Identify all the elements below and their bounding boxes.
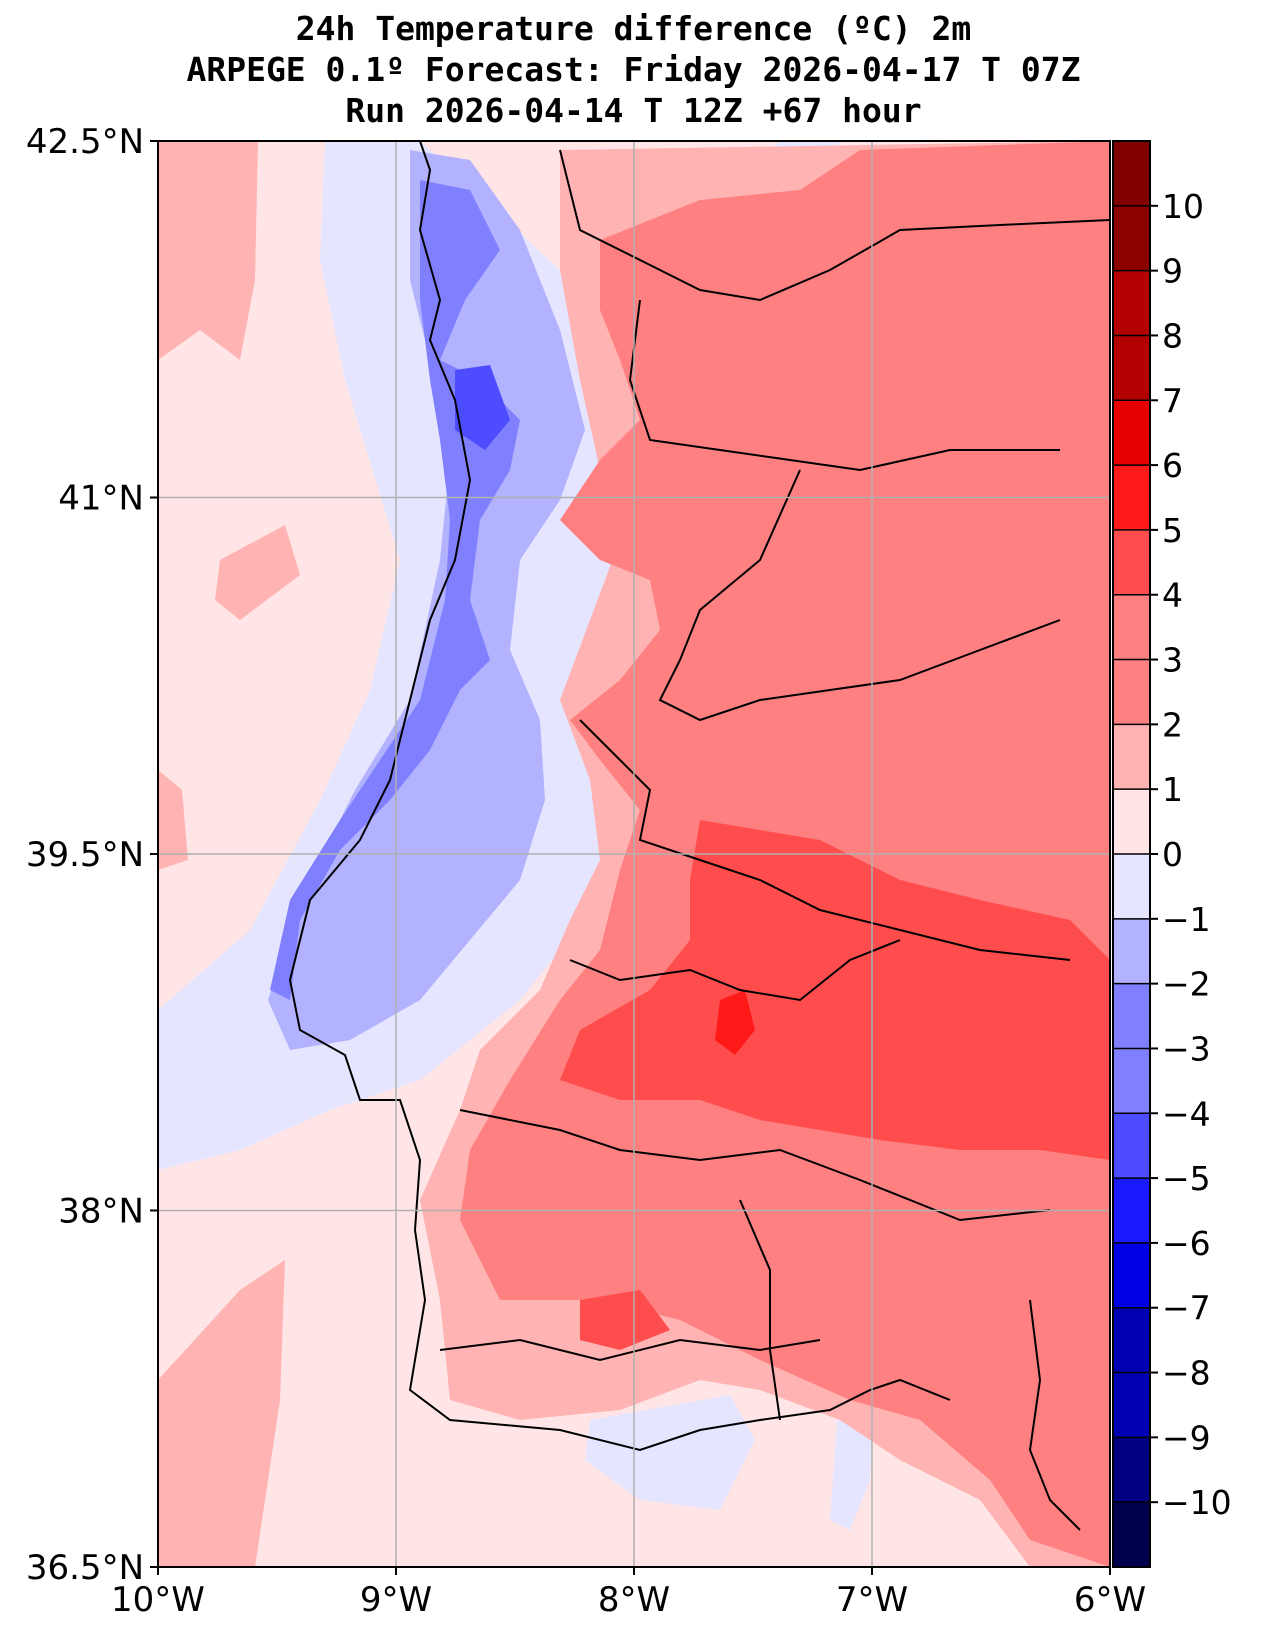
colorbar-tick-label: −7 [1162, 1289, 1211, 1328]
y-axis-labels: 42.5°N 41°N 39.5°N 38°N 36.5°N [26, 122, 158, 1588]
title-line-2: ARPEGE 0.1º Forecast: Friday 2026-04-17 … [186, 50, 1081, 89]
colorbar-tick-label: 3 [1162, 641, 1183, 680]
x-tick-label: 9°W [360, 1580, 432, 1620]
border-interior-2 [658, 469, 1061, 722]
colorbar-tick-label: 4 [1162, 576, 1183, 615]
border-east-south [1028, 1299, 1081, 1531]
colorbar-segment [1113, 1178, 1150, 1243]
colorbar-tick-label: 1 [1162, 770, 1183, 809]
colorbar-segment [1113, 854, 1150, 919]
colorbar-segment [1113, 270, 1150, 336]
field-offshore-mid [158, 770, 188, 870]
title-line-3: Run 2026-04-14 T 12Z +67 hour [345, 91, 922, 130]
colorbar-segment [1113, 335, 1150, 401]
colorbar-tick-label: −10 [1162, 1483, 1232, 1522]
colorbar-segment [1113, 1372, 1150, 1438]
colorbar-segment [1113, 594, 1150, 660]
colorbar-segment [1113, 1502, 1150, 1567]
chart-title: 24h Temperature difference (ºC) 2m ARPEG… [0, 8, 1267, 131]
field-plus3 [560, 820, 1110, 1160]
x-tick-label: 10°W [111, 1580, 205, 1620]
field-algarve-cool [585, 1395, 755, 1510]
field-plus4 [715, 990, 755, 1055]
colorbar-segment [1113, 724, 1150, 790]
colorbar-segment [1113, 983, 1150, 1049]
colorbar-tick-label: −6 [1162, 1224, 1211, 1263]
colorbar-tick-label: 9 [1162, 252, 1183, 291]
field-offshore-south [158, 1260, 285, 1567]
colorbar-segment [1113, 1242, 1150, 1308]
colorbar-tick-label: 8 [1162, 316, 1183, 355]
y-tick-label: 39.5°N [26, 835, 144, 875]
coastlines [288, 141, 1110, 1531]
colorbar-segment [1113, 1048, 1150, 1114]
colorbar-tick-label: −1 [1162, 900, 1211, 939]
colorbar-segment [1113, 465, 1150, 530]
colorbar-tick-label: −4 [1162, 1094, 1211, 1133]
y-tick-label: 42.5°N [26, 122, 144, 162]
y-tick-label: 41°N [58, 479, 144, 519]
field-plus3-south [580, 1290, 670, 1350]
y-tick-label: 36.5°N [26, 1548, 144, 1588]
colorbar-segment [1113, 1113, 1150, 1179]
border-portugal-spain-south [739, 1199, 781, 1421]
field-offshore-north [158, 141, 258, 360]
field-minus3 [455, 365, 510, 450]
x-tick-label: 8°W [598, 1580, 670, 1620]
colorbar-tick-label: −2 [1162, 965, 1211, 1004]
colorbar-segment [1113, 918, 1150, 984]
colorbar-tick-label: 10 [1162, 187, 1204, 226]
colorbar-tick-label: −9 [1162, 1418, 1211, 1457]
y-tick-label: 38°N [58, 1192, 144, 1232]
x-tick-label: 7°W [836, 1580, 908, 1620]
title-line-1: 24h Temperature difference (ºC) 2m [295, 9, 972, 48]
colorbar-segment [1113, 1307, 1150, 1373]
colorbar-segment [1113, 205, 1150, 271]
colorbar-tick-label: −5 [1162, 1159, 1211, 1198]
colorbar-segment [1113, 1437, 1150, 1503]
colorbar-tick-label: 2 [1162, 705, 1183, 744]
colorbar-segment [1113, 789, 1150, 854]
border-interior-5 [459, 1109, 1051, 1222]
border-north [559, 149, 1110, 302]
x-tick-label: 6°W [1074, 1580, 1146, 1620]
colorbar-tick-label: 6 [1162, 446, 1183, 485]
border-interior-3 [579, 719, 1071, 961]
colorbar-tick-label: 7 [1162, 381, 1183, 420]
colorbar-tick-label: −3 [1162, 1029, 1211, 1068]
colorbar-tick-label: 5 [1162, 511, 1183, 550]
colorbar-tick-label: 0 [1162, 835, 1183, 874]
colorbar-tick-label: −8 [1162, 1354, 1211, 1393]
colorbar-segment [1113, 659, 1150, 725]
border-interior-4 [569, 939, 901, 1002]
x-axis-labels: 10°W 9°W 8°W 7°W 6°W [111, 1567, 1146, 1620]
field-offshore-patch [215, 525, 300, 620]
colorbar-segment [1113, 529, 1150, 595]
colorbar-segment [1113, 400, 1150, 466]
coastline-west [288, 141, 951, 1452]
colorbar-segment [1113, 141, 1150, 206]
